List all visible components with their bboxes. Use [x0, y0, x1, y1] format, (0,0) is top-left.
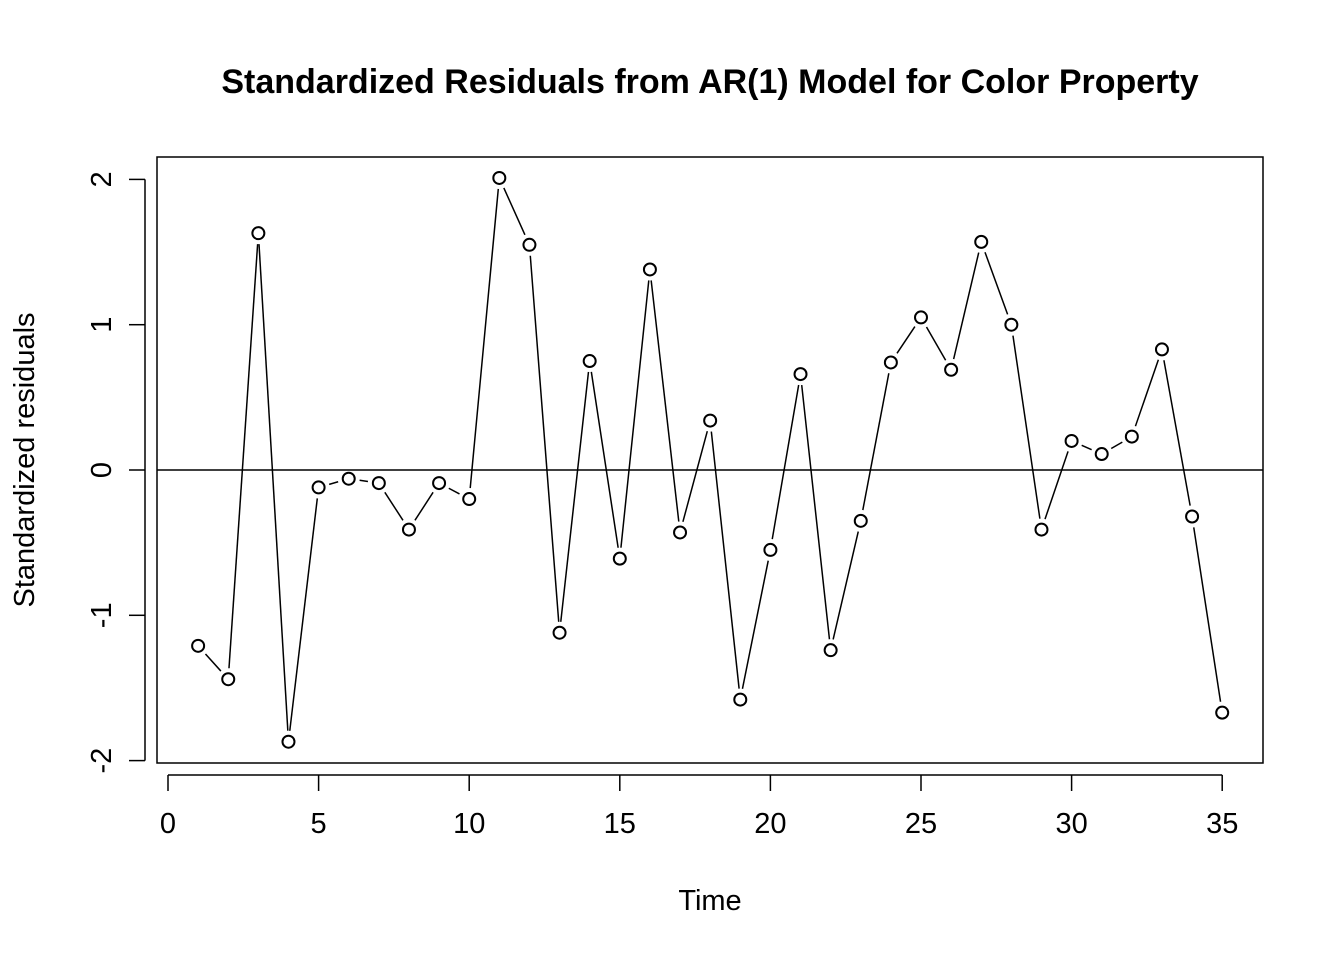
series-segment [682, 431, 709, 523]
data-point [944, 362, 959, 377]
data-point [582, 354, 597, 369]
series-segment [529, 255, 560, 622]
series-segment [984, 251, 1009, 315]
data-point [401, 522, 416, 537]
data-point [1064, 433, 1079, 448]
series-segment [952, 252, 980, 360]
series-segment [1193, 527, 1222, 702]
x-tick-label: 25 [905, 808, 937, 840]
series-segment [560, 371, 590, 622]
data-point [1154, 342, 1169, 357]
data-point [1004, 317, 1019, 332]
series-segment [1044, 451, 1069, 520]
data-point [341, 471, 356, 486]
x-tick-label: 30 [1055, 808, 1087, 840]
y-tick-label: 1 [86, 317, 118, 333]
data-point [763, 542, 778, 557]
data-point [281, 734, 296, 749]
series-line-segments [204, 187, 1222, 731]
x-tick-label: 5 [311, 808, 327, 840]
y-tick-label: -1 [86, 602, 118, 628]
series-segment [800, 384, 831, 640]
series-segment [384, 491, 404, 521]
y-axis: -2 -1 0 1 2 [86, 171, 146, 774]
data-point [1185, 509, 1200, 524]
data-point [612, 551, 627, 566]
series-segment [710, 431, 740, 689]
series-segment [258, 244, 289, 731]
data-point [1034, 522, 1049, 537]
series-segment [204, 653, 222, 672]
x-tick-label: 10 [453, 808, 485, 840]
x-tick-label: 20 [754, 808, 786, 840]
data-point [371, 476, 386, 491]
y-tick-label: 0 [86, 462, 118, 478]
data-point [522, 237, 537, 252]
data-point [823, 643, 838, 658]
data-point [462, 492, 477, 507]
series-segment [228, 244, 259, 669]
series-segment [771, 384, 800, 540]
series-segment [741, 560, 769, 689]
x-axis: 0 5 10 15 20 25 30 35 [160, 774, 1238, 840]
x-tick-label: 0 [160, 808, 176, 840]
data-point [914, 310, 928, 325]
series-segment [620, 280, 650, 548]
series-segment [469, 188, 500, 489]
data-point [191, 638, 206, 653]
data-point [432, 476, 447, 491]
data-point [974, 234, 989, 249]
series-segment [590, 371, 619, 548]
data-point [703, 413, 718, 428]
data-point [492, 170, 507, 185]
y-tick-label: -2 [86, 748, 118, 774]
series-segment [1110, 441, 1123, 450]
series-segment [925, 326, 947, 361]
series-segment [503, 187, 526, 236]
data-point [673, 525, 688, 540]
data-point [221, 672, 236, 687]
x-axis-label: Time [678, 885, 741, 917]
data-point [1124, 429, 1139, 444]
y-axis-label: Standardized residuals [9, 312, 41, 607]
x-tick-label: 15 [604, 808, 636, 840]
series-segment [1012, 335, 1041, 519]
series-segment [896, 326, 916, 354]
series-points [191, 170, 1230, 749]
data-point [251, 226, 266, 241]
data-point [552, 625, 567, 640]
data-point [642, 262, 657, 277]
series-segment [289, 498, 319, 731]
data-point [311, 480, 326, 495]
series-segment [650, 280, 680, 522]
series-segment [414, 491, 434, 521]
data-point [1215, 705, 1230, 720]
data-point [733, 692, 748, 707]
series-segment [328, 481, 339, 486]
series-segment [1163, 360, 1191, 506]
plot-frame [156, 156, 1264, 764]
chart-title: Standardized Residuals from AR(1) Model … [221, 63, 1198, 101]
series-segment [448, 487, 460, 495]
data-point [793, 367, 808, 382]
series-segment [1134, 359, 1160, 427]
series-segment [1081, 444, 1092, 451]
y-tick-label: 2 [86, 171, 118, 187]
series-segment [359, 479, 369, 483]
data-point [1094, 447, 1109, 462]
data-point [853, 513, 868, 528]
data-point [883, 355, 898, 370]
x-tick-label: 35 [1206, 808, 1238, 840]
series-segment [832, 531, 859, 640]
series-segment [862, 373, 890, 511]
